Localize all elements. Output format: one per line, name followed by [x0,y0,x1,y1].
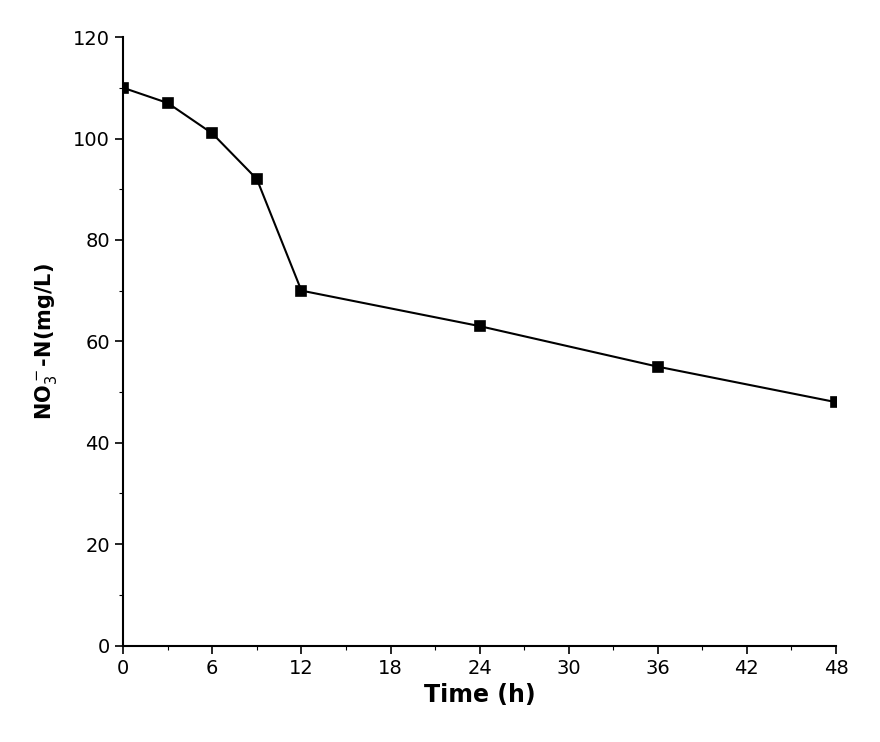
Y-axis label: NO$_3^-$-N(mg/L): NO$_3^-$-N(mg/L) [33,263,59,420]
X-axis label: Time (h): Time (h) [424,683,535,707]
